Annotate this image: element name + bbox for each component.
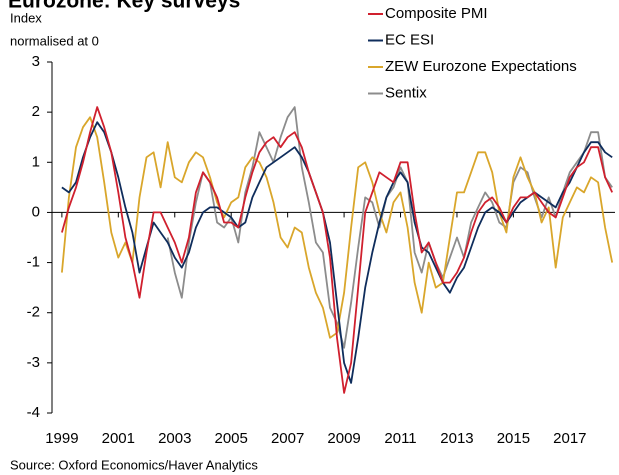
y-axis-label: normalised at 0	[10, 33, 99, 48]
chart-title: Eurozone: Key surveys	[8, 0, 240, 13]
y-tick-label: -4	[27, 404, 40, 421]
legend-label: EC ESI	[385, 31, 434, 48]
series-line	[61, 121, 613, 384]
series-line	[166, 106, 613, 349]
x-tick-label: 1999	[45, 430, 78, 447]
x-tick-label: 2001	[102, 430, 135, 447]
y-tick-label: -1	[27, 254, 40, 271]
y-tick-label: -3	[27, 354, 40, 371]
source-note: Source: Oxford Economics/Haver Analytics	[10, 457, 258, 472]
x-tick-label: 2005	[215, 430, 248, 447]
x-tick-label: 2009	[327, 430, 360, 447]
legend-label: ZEW Eurozone Expectations	[385, 58, 577, 75]
series-line	[61, 106, 614, 394]
x-tick-label: 2011	[384, 430, 416, 447]
legend-label: Sentix	[385, 84, 427, 101]
y-tick-label: -2	[27, 304, 40, 321]
legend-label: Composite PMI	[385, 5, 488, 22]
x-tick-label: 2007	[271, 430, 304, 447]
y-tick-label: 1	[32, 153, 40, 170]
x-tick-label: 2003	[158, 430, 191, 447]
y-tick-label: 0	[32, 203, 40, 220]
x-tick-label: 2013	[440, 430, 473, 447]
x-tick-label: 2017	[553, 430, 586, 447]
y-tick-label: 3	[32, 53, 40, 70]
y-axis-label: Index	[10, 10, 42, 25]
y-tick-label: 2	[32, 103, 40, 120]
x-tick-label: 2015	[497, 430, 530, 447]
